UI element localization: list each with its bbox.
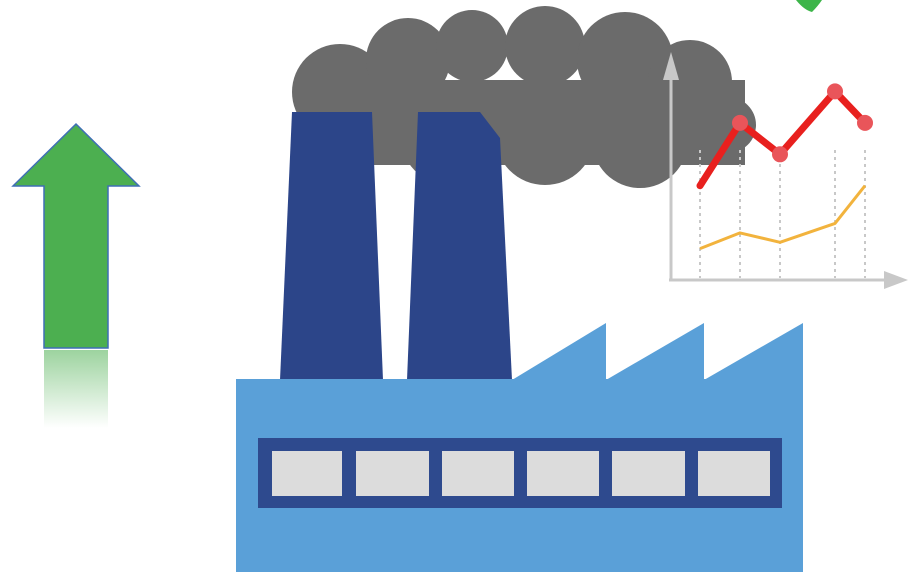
check-mark-icon bbox=[796, 0, 822, 12]
chimney-icon bbox=[407, 112, 512, 380]
up-arrow-reflection bbox=[44, 350, 108, 428]
window-band bbox=[258, 438, 782, 508]
series-1-line bbox=[699, 184, 867, 250]
window bbox=[612, 451, 685, 496]
up-arrow-icon bbox=[11, 122, 141, 428]
window bbox=[698, 451, 770, 496]
series-0-points bbox=[732, 83, 873, 163]
chart-point bbox=[827, 83, 843, 100]
chart-point bbox=[857, 114, 873, 131]
window bbox=[272, 451, 342, 496]
window bbox=[527, 451, 599, 496]
chart-x-axis-arrowhead bbox=[884, 271, 908, 289]
chart-gridlines bbox=[699, 150, 866, 278]
line-chart-icon bbox=[663, 52, 908, 289]
window-row bbox=[272, 451, 770, 496]
chart-y-axis-arrowhead bbox=[663, 52, 679, 80]
chart-point bbox=[772, 146, 788, 163]
chart-point bbox=[732, 114, 748, 131]
factory-roof bbox=[512, 323, 803, 380]
window bbox=[442, 451, 514, 496]
chimney-icon bbox=[280, 112, 383, 380]
window bbox=[356, 451, 429, 496]
